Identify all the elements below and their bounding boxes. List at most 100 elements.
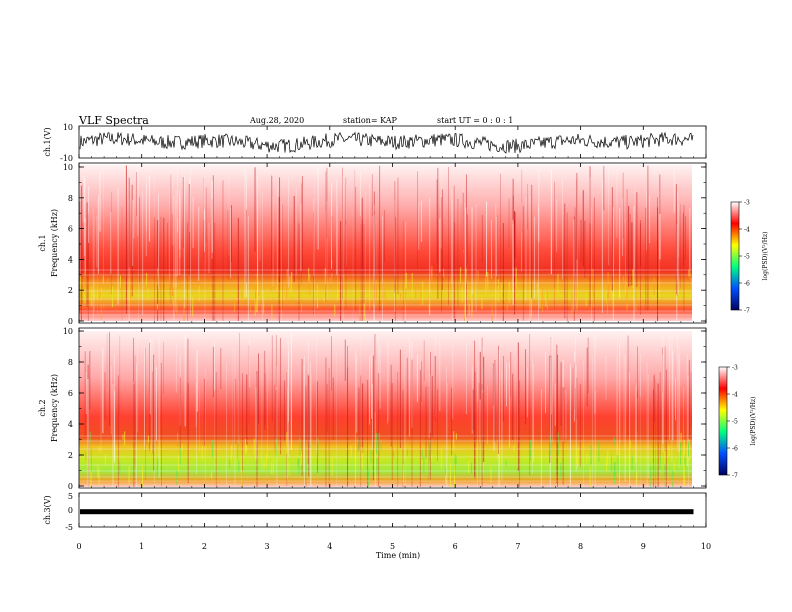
spectrogram-streak — [362, 383, 364, 454]
spectrogram-burst — [376, 280, 377, 299]
spectrogram-burst — [428, 292, 430, 314]
spectrogram-streak — [79, 201, 81, 313]
spectrogram-streak — [477, 361, 479, 402]
spectrogram-burst — [172, 284, 173, 297]
spectrogram-streak — [619, 208, 621, 299]
spectrogram-burst — [393, 451, 394, 458]
spectrogram-streak — [317, 165, 319, 250]
spectrogram-burst — [90, 466, 92, 487]
spectrogram-streak — [214, 369, 215, 474]
spectrogram-streak — [286, 371, 288, 486]
spectrogram-streak — [276, 365, 278, 487]
spectrogram-streak — [288, 351, 289, 458]
spectrogram-streak — [184, 334, 186, 427]
spectrogram-burst — [241, 471, 243, 487]
spectrogram-streak — [465, 207, 467, 321]
spectrogram-streak — [228, 174, 230, 256]
spectrogram-streak — [89, 351, 91, 410]
spectrogram-streak — [497, 215, 498, 286]
spectrogram-burst — [265, 454, 267, 468]
station-label: station= KAP — [343, 116, 398, 125]
spectrogram-burst — [461, 287, 463, 303]
spectrogram-streak — [464, 202, 466, 321]
ch1-wave-ylabel: ch.1(V) — [43, 127, 52, 156]
spectrogram-streak — [399, 349, 401, 449]
spectrogram-streak — [87, 214, 89, 321]
spectrogram-streak — [110, 365, 112, 435]
spectrogram-burst — [411, 273, 413, 298]
spectrogram-streak — [304, 355, 305, 487]
time-tick-label: 6 — [453, 542, 458, 551]
spectrogram-streak — [659, 174, 661, 240]
spectrogram-streak — [382, 216, 383, 321]
spectrogram-burst — [402, 464, 404, 486]
time-tick-label: 9 — [641, 542, 646, 551]
spectrogram-streak — [153, 170, 155, 217]
spectrogram-burst — [664, 468, 666, 487]
spectrogram-burst — [177, 433, 179, 447]
spectrogram-streak — [687, 376, 689, 487]
freq-tick-label: 2 — [68, 286, 73, 295]
spectrogram-streak — [397, 372, 399, 487]
spectrogram-streak — [128, 177, 130, 268]
time-axis-label: Time (min) — [376, 551, 420, 560]
colorbar-tick-label: -7 — [744, 308, 750, 315]
spectrogram-burst — [487, 272, 489, 290]
figure-title: VLF Spectra — [78, 114, 149, 127]
spectrogram-streak — [645, 207, 647, 311]
spectrogram-streak — [133, 383, 135, 487]
spectrogram-streak — [234, 348, 236, 487]
spectrogram-streak — [379, 345, 381, 409]
spectrogram-streak — [522, 206, 525, 321]
spectrogram-streak — [303, 365, 305, 472]
spectrogram-streak — [532, 357, 534, 475]
spectrogram-streak — [479, 351, 481, 400]
spectrogram-burst — [431, 454, 433, 462]
ch1-spec-ylabel-freq: Frequency (kHz) — [50, 209, 59, 277]
spectrogram-streak — [486, 201, 488, 277]
spectrogram-streak — [87, 379, 89, 487]
spectrogram-streak — [307, 374, 309, 465]
spectrogram-streak — [439, 338, 441, 411]
spectrogram-streak — [187, 338, 189, 437]
ch1-waveform-line — [79, 131, 694, 154]
spectrogram-streak — [573, 219, 575, 311]
spectrogram-streak — [84, 351, 86, 437]
spectrogram-burst — [245, 439, 247, 455]
spectrogram-streak — [500, 173, 501, 283]
spectrogram-streak — [391, 383, 393, 480]
spectrogram-streak — [677, 189, 678, 285]
spectrogram-burst — [605, 292, 607, 304]
spectrogram-burst — [635, 290, 637, 312]
spectrogram-streak — [151, 338, 153, 452]
spectrogram-burst — [539, 288, 541, 309]
spectrogram-streak — [177, 218, 179, 276]
spectrogram-streak — [182, 177, 184, 248]
spectrogram-streak — [579, 384, 581, 467]
spectrogram-streak — [345, 177, 347, 226]
spectrogram-burst — [491, 300, 493, 321]
spectrogram-streak — [88, 185, 90, 243]
spectrogram-burst — [298, 457, 300, 475]
spectrogram-burst — [157, 268, 159, 287]
spectrogram-streak — [481, 337, 483, 390]
spectrogram-streak — [647, 165, 649, 311]
spectrogram-burst — [300, 298, 302, 313]
spectrogram-streak — [441, 189, 443, 290]
spectrogram-burst — [245, 444, 247, 453]
spectrogram-burst — [598, 440, 600, 462]
spectrogram-burst — [228, 459, 230, 468]
spectrogram-burst — [181, 444, 183, 453]
spectrogram-streak — [617, 334, 618, 477]
spectrogram-streak — [257, 201, 259, 314]
spectrogram-burst — [445, 469, 446, 476]
spectrogram-streak — [214, 222, 216, 321]
spectrogram-streak — [278, 196, 280, 321]
spectrogram-streak — [355, 350, 356, 487]
spectrogram-streak — [428, 352, 430, 439]
spectrogram-burst — [234, 298, 235, 312]
spectrogram-burst — [271, 304, 273, 319]
spectrogram-streak — [512, 178, 514, 220]
spectrogram-streak — [84, 218, 86, 274]
